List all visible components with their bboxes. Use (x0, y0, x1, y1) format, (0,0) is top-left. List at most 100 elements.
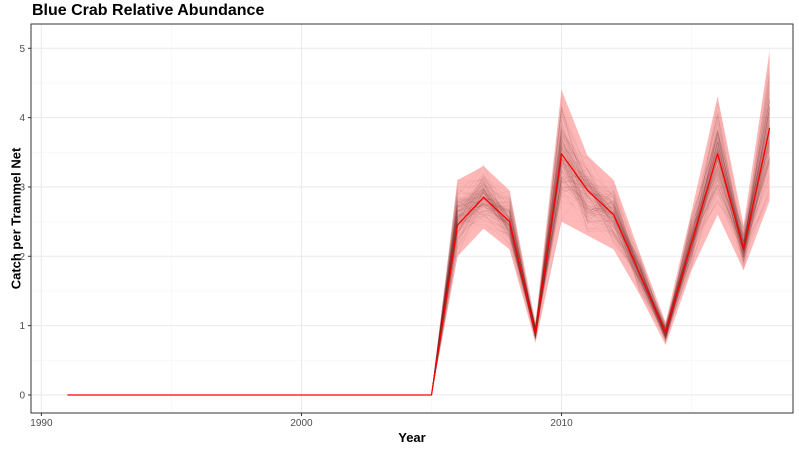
simulation-trace (431, 136, 770, 396)
x-tick-label: 1990 (30, 418, 53, 429)
simulation-trace (431, 108, 770, 396)
simulation-trace (431, 88, 770, 396)
simulation-trace (431, 60, 770, 396)
confidence-ribbon (431, 51, 770, 395)
simulation-trace (431, 124, 770, 396)
simulation-trace (431, 127, 770, 396)
simulation-trace (431, 139, 770, 396)
simulation-trace (431, 119, 770, 396)
simulation-trace (431, 138, 770, 396)
simulation-trace (431, 132, 770, 396)
simulation-trace (431, 145, 770, 396)
y-axis-label: Catch per Trammel Net (9, 147, 24, 289)
simulation-trace (431, 103, 770, 396)
simulation-trace (431, 161, 770, 396)
simulation-trace (431, 113, 770, 396)
simulation-trace (431, 98, 770, 396)
simulation-trace (431, 100, 770, 396)
simulation-trace (431, 101, 770, 396)
simulation-trace (431, 64, 770, 396)
simulation-trace (431, 106, 770, 396)
simulation-trace (431, 130, 770, 396)
simulation-trace (431, 115, 770, 396)
simulation-trace (431, 132, 770, 396)
simulation-trace (431, 155, 770, 396)
simulation-trace (431, 117, 770, 396)
y-tick-label: 1 (19, 321, 25, 332)
simulation-trace (431, 115, 770, 396)
simulation-trace (431, 121, 770, 396)
simulation-trace (431, 98, 770, 396)
simulation-trace (431, 146, 770, 396)
simulation-trace (431, 131, 770, 396)
simulation-trace (431, 131, 770, 396)
simulation-trace (431, 70, 770, 396)
simulation-trace (431, 119, 770, 396)
simulation-trace (431, 137, 770, 396)
simulation-trace (431, 119, 770, 396)
simulation-trace (431, 115, 770, 396)
simulation-trace (431, 100, 770, 396)
simulation-trace (431, 124, 770, 396)
simulation-trace (431, 81, 770, 396)
simulation-trace (431, 128, 770, 396)
simulation-trace (431, 142, 770, 396)
simulation-trace (431, 121, 770, 396)
simulation-trace (431, 137, 770, 396)
simulation-trace (431, 112, 770, 396)
simulation-trace (431, 131, 770, 396)
simulation-trace (431, 77, 770, 396)
simulation-trace (431, 103, 770, 396)
x-axis: 1990 2000 2010 (30, 413, 573, 429)
simulation-trace (431, 107, 770, 396)
y-axis: 0 1 2 3 4 5 (19, 44, 31, 401)
grid (31, 24, 793, 413)
simulation-trace (431, 90, 770, 396)
simulation-trace (431, 128, 770, 396)
simulation-trace (431, 129, 770, 396)
panel-border (30, 23, 794, 414)
simulation-trace (431, 106, 770, 396)
simulation-trace (431, 113, 770, 396)
simulation-trace (431, 107, 770, 396)
simulation-trace (431, 108, 770, 396)
simulation-trace (431, 134, 770, 396)
simulation-trace (431, 138, 770, 396)
simulation-trace (431, 76, 770, 396)
simulation-trace (431, 148, 770, 396)
x-tick-label: 2000 (290, 418, 313, 429)
simulation-trace (431, 94, 770, 396)
simulation-trace (431, 106, 770, 396)
simulation-trace (431, 97, 770, 396)
simulation-trace (431, 105, 770, 396)
simulation-trace (431, 100, 770, 396)
simulation-trace (431, 99, 770, 396)
x-axis-label: Year (398, 430, 425, 445)
simulation-trace (431, 124, 770, 396)
simulation-trace (431, 119, 770, 396)
simulation-trace (431, 106, 770, 396)
simulation-trace (431, 70, 770, 396)
simulation-trace (431, 81, 770, 396)
simulation-trace (431, 149, 770, 396)
simulation-trace (431, 84, 770, 396)
simulation-trace (431, 160, 770, 396)
simulation-trace (431, 96, 770, 396)
simulation-trace (431, 77, 770, 396)
simulation-trace (431, 127, 770, 396)
simulation-trace (431, 113, 770, 396)
simulation-trace (431, 110, 770, 396)
simulation-trace (431, 128, 770, 396)
simulation-trace (431, 125, 770, 396)
simulation-trace (431, 117, 770, 396)
simulation-trace (431, 141, 770, 396)
x-tick-label: 2010 (550, 418, 573, 429)
simulation-trace (431, 129, 770, 396)
simulation-trace (431, 129, 770, 396)
simulation-trace (431, 141, 770, 396)
series-line (67, 127, 771, 396)
simulation-trace (431, 92, 770, 396)
simulation-trace (431, 102, 770, 396)
simulation-trace (431, 107, 770, 396)
